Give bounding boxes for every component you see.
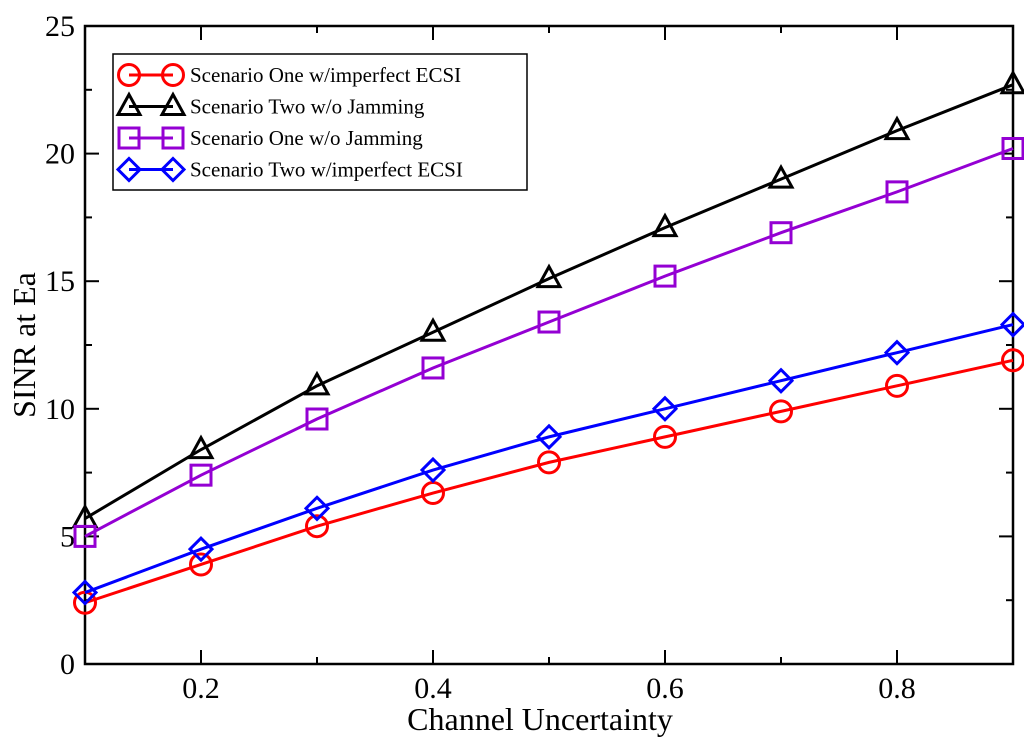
legend-marker-end bbox=[159, 91, 187, 116]
legend-item: Scenario One w/imperfect ECSI bbox=[117, 63, 461, 87]
data-point-triangle bbox=[303, 370, 331, 396]
series-diamond bbox=[71, 311, 1024, 606]
data-point-square bbox=[73, 524, 97, 548]
series-square bbox=[73, 136, 1024, 548]
y-tick-label: 0 bbox=[60, 648, 75, 681]
data-point-triangle bbox=[535, 263, 563, 289]
data-point-circle bbox=[885, 373, 909, 398]
x-tick-label: 0.2 bbox=[182, 672, 220, 705]
data-point-triangle bbox=[419, 317, 447, 342]
axis-ticks: 0.2 0.4 0.6 0.8 0 5 10 15 20 25 bbox=[45, 10, 1014, 705]
legend-marker-end bbox=[159, 156, 187, 183]
legend-item: Scenario Two w/o Jamming bbox=[115, 91, 425, 119]
data-point-diamond bbox=[71, 579, 99, 606]
y-tick-label: 15 bbox=[45, 265, 75, 298]
data-point-square bbox=[1001, 136, 1024, 160]
y-tick-label: 5 bbox=[60, 520, 75, 553]
data-point-square bbox=[189, 463, 213, 487]
series-line bbox=[84, 358, 1014, 605]
data-point-triangle bbox=[883, 115, 911, 141]
legend-marker-start bbox=[117, 126, 141, 150]
data-point-triangle bbox=[767, 164, 795, 189]
legend-marker-start bbox=[115, 156, 143, 183]
data-point-circle bbox=[305, 514, 329, 539]
data-point-circle bbox=[653, 424, 677, 449]
y-tick-label: 10 bbox=[45, 393, 75, 426]
legend-item: Scenario One w/o Jamming bbox=[117, 126, 423, 150]
data-point-diamond bbox=[419, 456, 447, 484]
data-point-diamond bbox=[303, 495, 331, 522]
series-circle bbox=[73, 348, 1024, 615]
legend: Scenario One w/imperfect ECSI Scenario Tw… bbox=[112, 53, 528, 191]
legend-items: Scenario One w/imperfect ECSI Scenario Tw… bbox=[115, 63, 463, 183]
data-point-circle bbox=[537, 450, 561, 475]
data-point-circle bbox=[189, 552, 213, 577]
y-tick-label: 20 bbox=[45, 138, 75, 171]
legend-label: Scenario Two w/o Jamming bbox=[190, 95, 425, 119]
legend-marker-end bbox=[161, 126, 185, 150]
legend-label: Scenario One w/o Jamming bbox=[190, 126, 423, 150]
legend-label: Scenario One w/imperfect ECSI bbox=[190, 63, 461, 87]
data-point-circle bbox=[769, 399, 793, 424]
data-point-square bbox=[653, 264, 677, 288]
data-point-diamond bbox=[883, 339, 911, 366]
data-point-diamond bbox=[999, 311, 1024, 338]
y-axis-title: SINR at Ea bbox=[6, 272, 42, 418]
data-point-triangle bbox=[651, 212, 679, 238]
series-line bbox=[84, 83, 1014, 520]
data-point-diamond bbox=[187, 536, 215, 563]
legend-marker-start bbox=[115, 91, 143, 116]
data-point-square bbox=[305, 407, 329, 431]
data-point-diamond bbox=[535, 423, 563, 450]
data-point-square bbox=[421, 356, 445, 380]
data-point-triangle bbox=[999, 69, 1024, 95]
series-line bbox=[84, 147, 1014, 538]
legend-label: Scenario Two w/imperfect ECSI bbox=[190, 158, 463, 182]
legend-marker-end bbox=[161, 63, 185, 87]
y-tick-label: 25 bbox=[45, 10, 75, 43]
x-axis-title: Channel Uncertainty bbox=[407, 701, 673, 737]
series-line bbox=[84, 323, 1014, 594]
series-triangle bbox=[71, 69, 1024, 529]
data-point-diamond bbox=[767, 367, 795, 394]
x-tick-label: 0.4 bbox=[414, 672, 452, 705]
data-point-square bbox=[885, 180, 909, 204]
data-point-square bbox=[537, 310, 561, 334]
data-point-square bbox=[769, 221, 793, 245]
x-tick-label: 0.8 bbox=[878, 672, 916, 705]
legend-marker-start bbox=[117, 63, 141, 87]
data-point-diamond bbox=[651, 395, 679, 422]
legend-item: Scenario Two w/imperfect ECSI bbox=[115, 156, 463, 183]
data-point-triangle bbox=[187, 434, 215, 460]
x-tick-label: 0.6 bbox=[646, 672, 684, 705]
series-layer bbox=[71, 69, 1024, 615]
